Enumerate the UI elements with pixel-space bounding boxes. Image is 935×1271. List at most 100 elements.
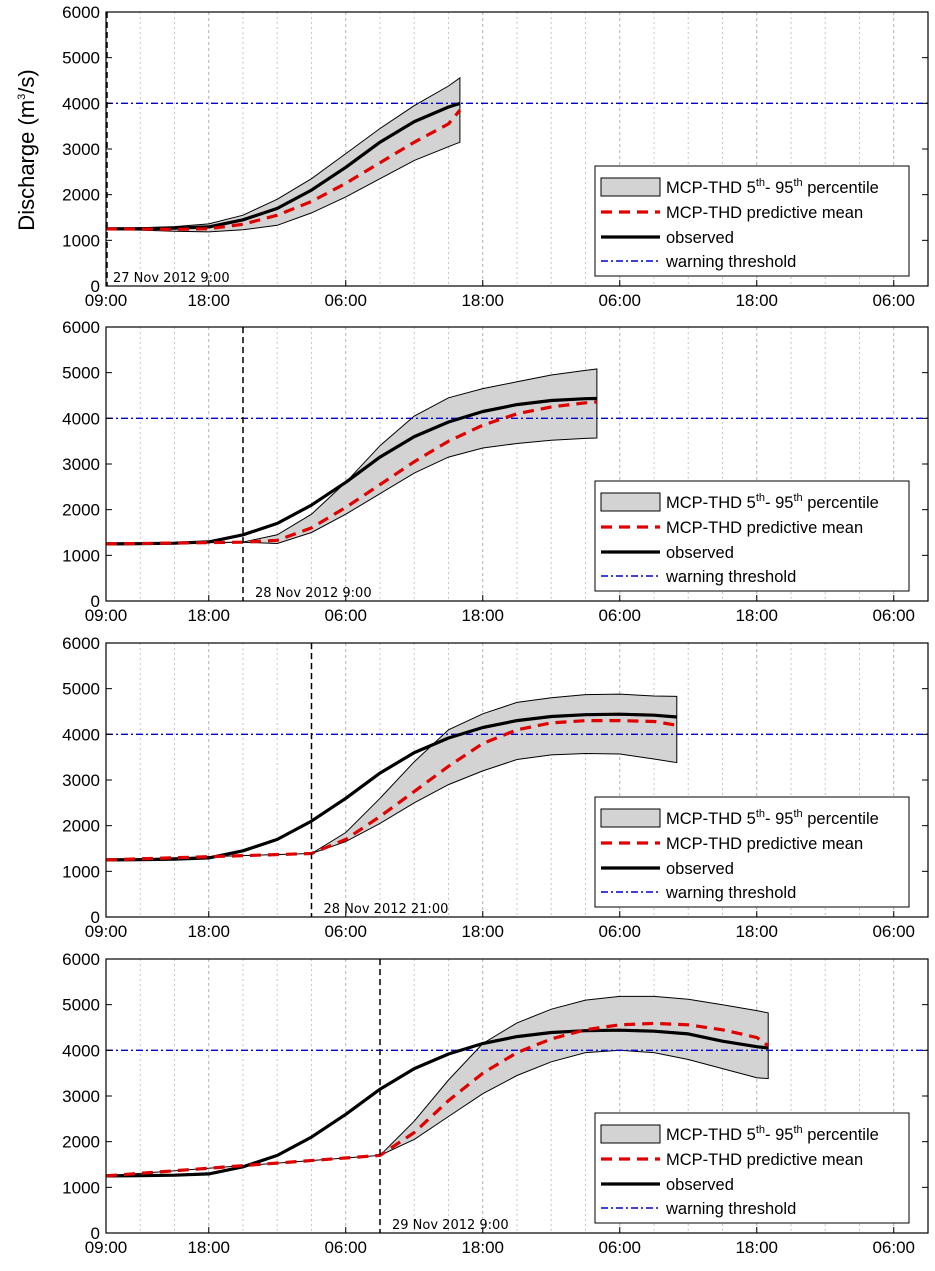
panel-2: 28 Nov 2012 9:00 0 1000 2000 3000 4000 5000 600… [62, 318, 929, 625]
x-tick-label: 06:00 [324, 922, 367, 941]
x-tick-label: 18:00 [735, 922, 778, 941]
legend-label-band: MCP-THD 5th- 95th percentile [666, 1124, 879, 1144]
y-tick-label: 4000 [62, 725, 100, 744]
x-tick-label: 09:00 [85, 922, 128, 941]
legend-text: MCP-THD 5 [666, 810, 756, 828]
forecast-time-label: 29 Nov 2012 9:00 [392, 1218, 509, 1233]
x-tick-label: 06:00 [872, 922, 915, 941]
x-tick-label: 18:00 [735, 1238, 778, 1257]
legend-band-swatch [600, 177, 661, 197]
x-tick-label: 09:00 [85, 1238, 128, 1257]
x-tick-label: 18:00 [735, 606, 778, 625]
legend-band-swatch [600, 492, 661, 512]
x-tick-label: 06:00 [598, 291, 641, 310]
legend-label-observed: observed [666, 1176, 734, 1194]
percentile-band [105, 693, 678, 861]
percentile-band [105, 368, 598, 545]
legend-sup: th [756, 492, 765, 504]
x-tick-label: 06:00 [598, 606, 641, 625]
y-tick-label: 1000 [62, 231, 100, 250]
x-tick-label: 06:00 [872, 291, 915, 310]
y-tick-label: 3000 [62, 1087, 100, 1106]
legend-text: - 95 [765, 179, 793, 197]
legend-sup: th [793, 177, 802, 189]
y-tick-label: 6000 [62, 950, 100, 969]
legend-sup: th [793, 492, 802, 504]
y-tick-label: 5000 [62, 996, 100, 1015]
legend-text: percentile [803, 810, 879, 828]
x-tick-label: 09:00 [85, 291, 128, 310]
legend-text: MCP-THD 5 [666, 494, 756, 512]
y-tick-label: 6000 [62, 318, 100, 337]
predictive-mean-line [105, 718, 678, 862]
legend-label-observed: observed [666, 544, 734, 562]
y-tick-label: 0 [91, 592, 100, 611]
y-tick-label: 3000 [62, 455, 100, 474]
y-tick-label: 5000 [62, 364, 100, 383]
predictive-mean-line [105, 400, 598, 546]
observed-line [105, 1028, 769, 1178]
x-tick-label: 09:00 [85, 606, 128, 625]
percentile-band [105, 76, 461, 233]
y-axis-label-group: Discharge (m3/s) [14, 69, 39, 230]
legend-label-threshold: warning threshold [665, 884, 796, 902]
y-tick-label: 4000 [62, 1041, 100, 1060]
legend-label-mean: MCP-THD predictive mean [666, 1151, 863, 1169]
legend-label-mean: MCP-THD predictive mean [666, 519, 863, 537]
y-tick-label: 1000 [62, 862, 100, 881]
legend: MCP-THD 5th- 95th percentile MCP-THD pred… [594, 480, 910, 592]
legend-label-band: MCP-THD 5th- 95th percentile [666, 177, 879, 197]
y-tick-label: 4000 [62, 94, 100, 113]
y-tick-label: 4000 [62, 409, 100, 428]
forecast-time-label: 28 Nov 2012 21:00 [324, 902, 449, 917]
legend-band-swatch [600, 808, 661, 828]
y-tick-label: 6000 [62, 634, 100, 653]
x-tick-label: 18:00 [461, 1238, 504, 1257]
legend-label-observed: observed [666, 860, 734, 878]
legend-text: MCP-THD 5 [666, 179, 756, 197]
y-tick-label: 0 [91, 908, 100, 927]
y-tick-label: 2000 [62, 186, 100, 205]
observed-line [105, 396, 597, 546]
x-tick-label: 06:00 [598, 922, 641, 941]
x-tick-label: 18:00 [461, 922, 504, 941]
legend-sup: th [793, 1124, 802, 1136]
y-tick-label: 2000 [62, 817, 100, 836]
y-tick-label: 6000 [62, 3, 100, 22]
legend-label-mean: MCP-THD predictive mean [666, 204, 863, 222]
x-tick-label: 06:00 [324, 1238, 367, 1257]
legend-text: - 95 [765, 494, 793, 512]
legend-sup: th [756, 808, 765, 820]
y-tick-label: 3000 [62, 140, 100, 159]
y-tick-label: 5000 [62, 49, 100, 68]
predictive-mean-line [105, 1021, 770, 1178]
legend-text: - 95 [765, 1126, 793, 1144]
legend-label-band: MCP-THD 5th- 95th percentile [666, 492, 879, 512]
legend: MCP-THD 5th- 95th percentile MCP-THD pred… [594, 796, 910, 908]
x-tick-label: 06:00 [872, 606, 915, 625]
y-tick-label: 1000 [62, 546, 100, 565]
legend-label-observed: observed [666, 229, 734, 247]
legend-sup: th [756, 177, 765, 189]
x-tick-label: 18:00 [461, 606, 504, 625]
y-tick-label: 5000 [62, 680, 100, 699]
y-tick-label: 0 [91, 1224, 100, 1243]
forecast-time-label: 28 Nov 2012 9:00 [255, 586, 372, 601]
panel-3: 28 Nov 2012 21:00 0 1000 2000 3000 4000 5000 60… [62, 634, 929, 941]
y-tick-label: 1000 [62, 1178, 100, 1197]
legend-label-band: MCP-THD 5th- 95th percentile [666, 808, 879, 828]
x-tick-label: 18:00 [187, 1238, 230, 1257]
legend-text: - 95 [765, 810, 793, 828]
legend-text: percentile [803, 179, 879, 197]
x-tick-label: 18:00 [735, 291, 778, 310]
legend: MCP-THD 5th- 95th percentile MCP-THD pred… [594, 1112, 910, 1224]
y-tick-label: 0 [91, 277, 100, 296]
legend-sup: th [756, 1124, 765, 1136]
forecast-time-label: 27 Nov 2012 9:00 [113, 271, 230, 286]
legend-text: MCP-THD 5 [666, 1126, 756, 1144]
legend-label-mean: MCP-THD predictive mean [666, 835, 863, 853]
x-tick-label: 18:00 [461, 291, 504, 310]
legend-band-swatch [600, 1124, 661, 1144]
y-axis-label: Discharge (m3/s) [14, 69, 39, 230]
